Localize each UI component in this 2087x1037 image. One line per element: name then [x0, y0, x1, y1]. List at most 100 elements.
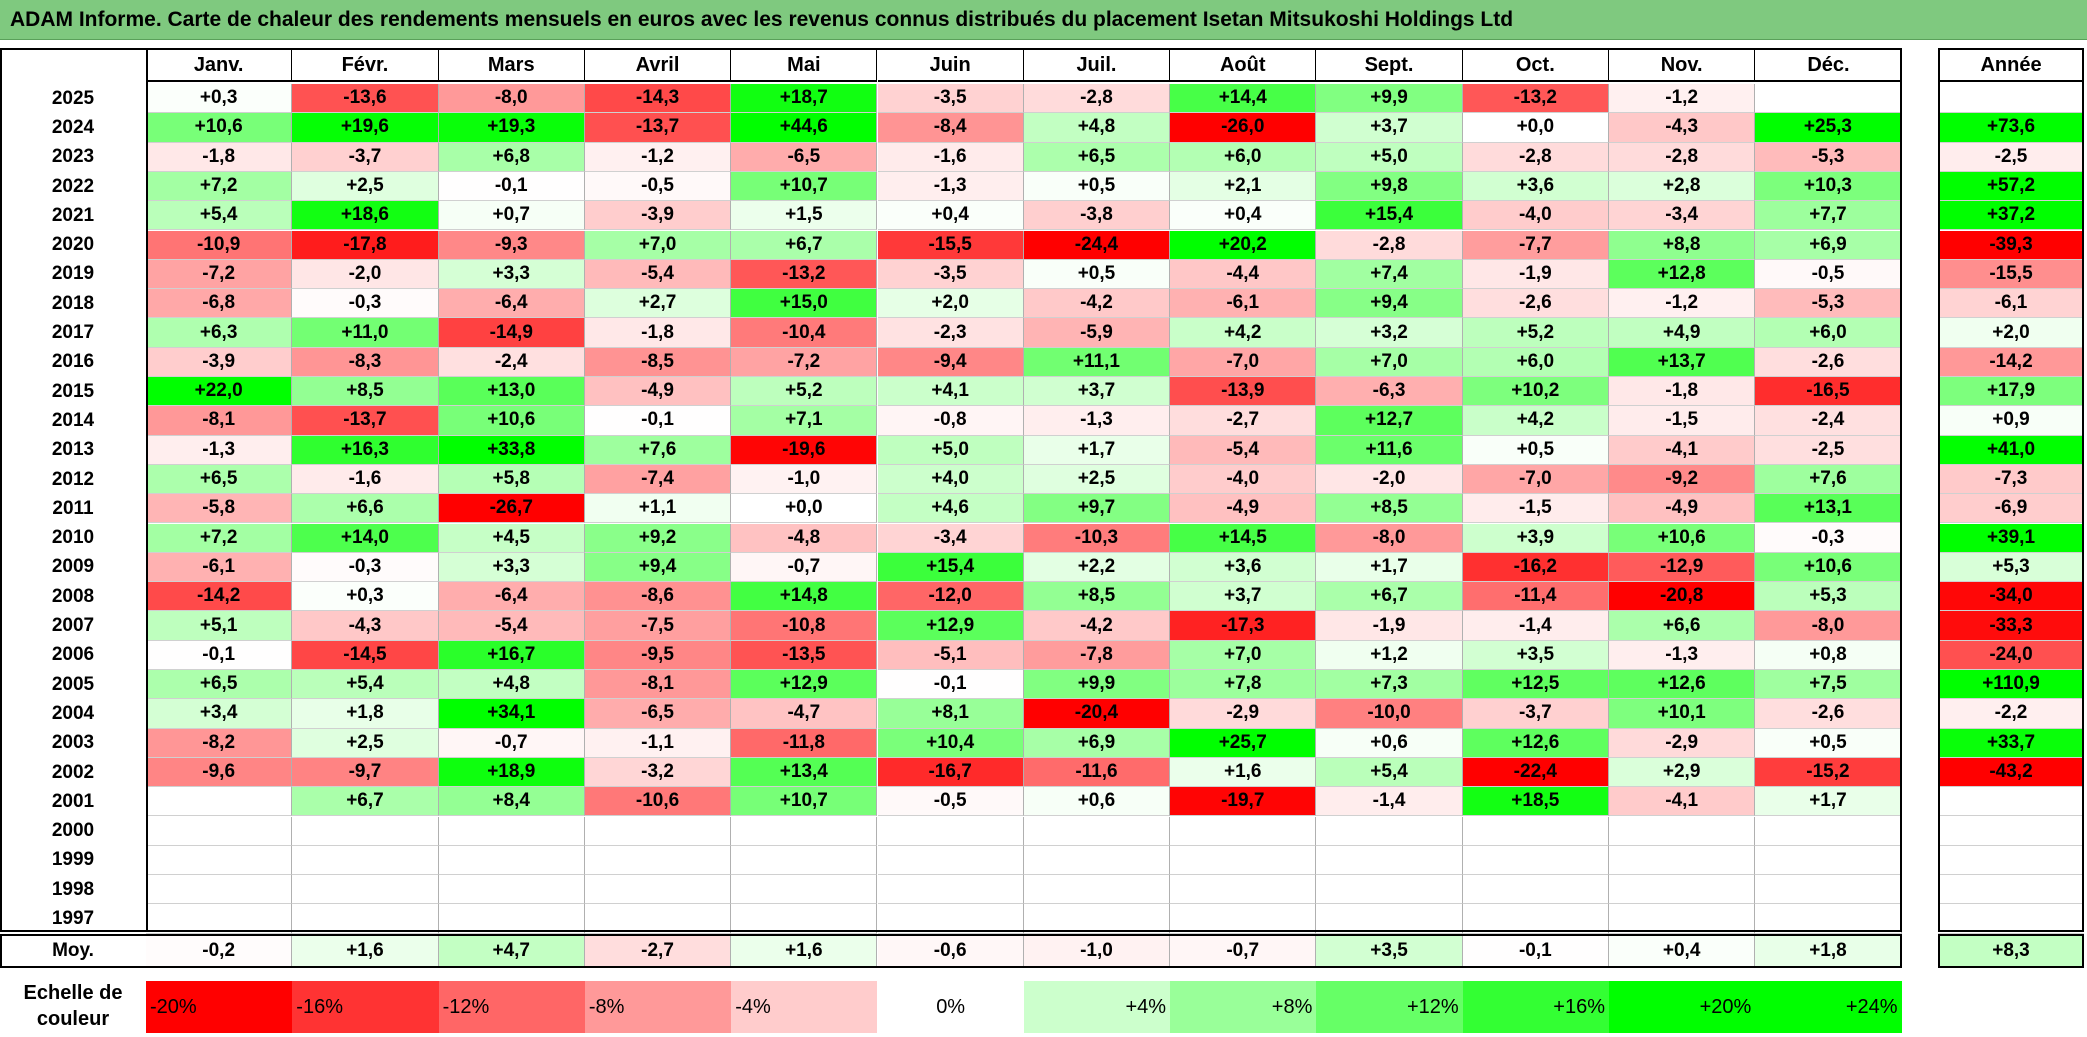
heatmap-cell	[292, 845, 439, 876]
column-header-3: Mars	[438, 48, 585, 82]
heatmap-cell	[1170, 904, 1317, 934]
heatmap-cell: +2,0	[877, 289, 1024, 319]
heatmap-cell: +5,0	[1316, 142, 1463, 172]
heatmap-cell	[1755, 904, 1902, 934]
heatmap-cell	[1609, 845, 1756, 876]
heatmap-cell: -1,2	[584, 142, 732, 172]
heatmap-cell: -4,0	[1462, 201, 1609, 231]
row-year-label: 2002	[51, 761, 95, 783]
heatmap-cell: -1,3	[877, 171, 1024, 202]
row-year-label: 2017	[51, 322, 95, 344]
heatmap-cell: +12,9	[877, 611, 1024, 641]
heatmap-cell	[146, 904, 293, 934]
heatmap-cell: -2,9	[1609, 728, 1756, 758]
heatmap-cell: +4,2	[1170, 318, 1317, 348]
color-scale-swatch: +4%	[1023, 981, 1171, 1033]
heatmap-cell	[584, 845, 732, 876]
heatmap-cell: +7,0	[1316, 347, 1463, 377]
heatmap-cell: -2,9	[1170, 699, 1317, 729]
annual-cell: -2,5	[1938, 142, 2084, 172]
heatmap-cell	[1023, 904, 1171, 934]
heatmap-cell: +0,6	[1023, 787, 1171, 817]
heatmap-cell: +5,1	[146, 611, 293, 641]
color-scale-swatch: -12%	[438, 981, 585, 1033]
average-cell: -0,2	[146, 934, 293, 968]
heatmap-cell	[1316, 845, 1463, 876]
heatmap-cell	[1170, 845, 1317, 876]
heatmap-cell: -2,8	[1609, 142, 1756, 172]
heatmap-cell: +0,4	[877, 201, 1024, 231]
heatmap-cell: -1,4	[1462, 611, 1609, 641]
heatmap-cell	[1023, 845, 1171, 876]
heatmap-cell: -3,9	[146, 347, 293, 377]
heatmap-cell: +12,9	[731, 670, 878, 700]
row-year-label: 1997	[51, 908, 95, 930]
row-year-label: 2018	[51, 292, 95, 314]
color-scale-swatch: +8%	[1170, 981, 1317, 1033]
column-header-10: Oct.	[1462, 48, 1609, 82]
heatmap-cell: -8,0	[1316, 523, 1463, 553]
heatmap-cell: +10,6	[438, 406, 585, 436]
heatmap-cell: -26,0	[1170, 113, 1317, 143]
heatmap-cell: +0,5	[1023, 259, 1171, 290]
heatmap-cell: +3,3	[438, 552, 585, 583]
heatmap-cell: -8,5	[584, 347, 732, 377]
column-header-12: Déc.	[1755, 48, 1902, 82]
heatmap-cell: +2,2	[1023, 552, 1171, 583]
heatmap-cell: -1,3	[146, 435, 293, 465]
heatmap-cell: +3,7	[1170, 582, 1317, 612]
heatmap-cell: +1,6	[1170, 757, 1317, 788]
heatmap-cell: -13,9	[1170, 377, 1317, 407]
heatmap-cell: -19,7	[1170, 787, 1317, 817]
annual-cell: +41,0	[1938, 435, 2084, 465]
heatmap-cell	[1170, 875, 1317, 905]
heatmap-cell: -8,6	[584, 582, 732, 612]
heatmap-cell: -2,8	[1023, 84, 1171, 114]
row-year-label: 2010	[51, 527, 95, 549]
heatmap-cell: +6,7	[292, 787, 439, 817]
heatmap-cell: +0,0	[1462, 113, 1609, 143]
heatmap-cell: -3,4	[1609, 201, 1756, 231]
annual-cell: -34,0	[1938, 582, 2084, 612]
annual-cell	[1938, 787, 2084, 817]
heatmap-cell: -13,5	[731, 640, 878, 670]
heatmap-cell: -2,4	[438, 347, 585, 377]
annual-cell: -15,5	[1938, 259, 2084, 290]
heatmap-cell	[292, 875, 439, 905]
heatmap-cell: +7,1	[731, 406, 878, 436]
row-year-label: 2009	[51, 556, 95, 578]
heatmap-cell: +5,2	[731, 377, 878, 407]
heatmap-cell: -1,9	[1462, 259, 1609, 290]
row-year-label: 2015	[51, 380, 95, 402]
annual-cell	[1938, 84, 2084, 114]
annual-cell: +110,9	[1938, 670, 2084, 700]
average-cell: +0,4	[1609, 934, 1756, 968]
average-cell: +1,6	[731, 934, 878, 968]
heatmap-cell: -17,8	[292, 230, 439, 260]
heatmap-cell: +5,4	[292, 670, 439, 700]
annual-cell: +17,9	[1938, 377, 2084, 407]
annual-cell: +73,6	[1938, 113, 2084, 143]
heatmap-cell: -11,6	[1023, 757, 1171, 788]
heatmap-cell	[1755, 845, 1902, 876]
heatmap-cell: -22,4	[1462, 757, 1609, 788]
heatmap-cell: -3,7	[292, 142, 439, 172]
heatmap-cell	[1462, 875, 1609, 905]
heatmap-cell: +6,5	[146, 670, 293, 700]
color-scale-title: Echelle de couleur	[0, 978, 146, 1034]
heatmap-cell: -13,7	[292, 406, 439, 436]
heatmap-cell: +0,0	[731, 494, 878, 524]
annual-cell: -7,3	[1938, 464, 2084, 495]
heatmap-cell: +9,2	[584, 523, 732, 553]
heatmap-cell: +3,2	[1316, 318, 1463, 348]
heatmap-cell	[1755, 816, 1902, 846]
heatmap-cell: +9,7	[1023, 494, 1171, 524]
heatmap-cell: +14,5	[1170, 523, 1317, 553]
heatmap-cell: -8,4	[877, 113, 1024, 143]
heatmap-cell: +6,5	[146, 464, 293, 495]
heatmap-cell: -10,9	[146, 230, 293, 260]
heatmap-cell: +4,5	[438, 523, 585, 553]
column-header-7: Juil.	[1023, 48, 1171, 82]
heatmap-cell: +3,3	[438, 259, 585, 290]
heatmap-cell: -2,7	[1170, 406, 1317, 436]
